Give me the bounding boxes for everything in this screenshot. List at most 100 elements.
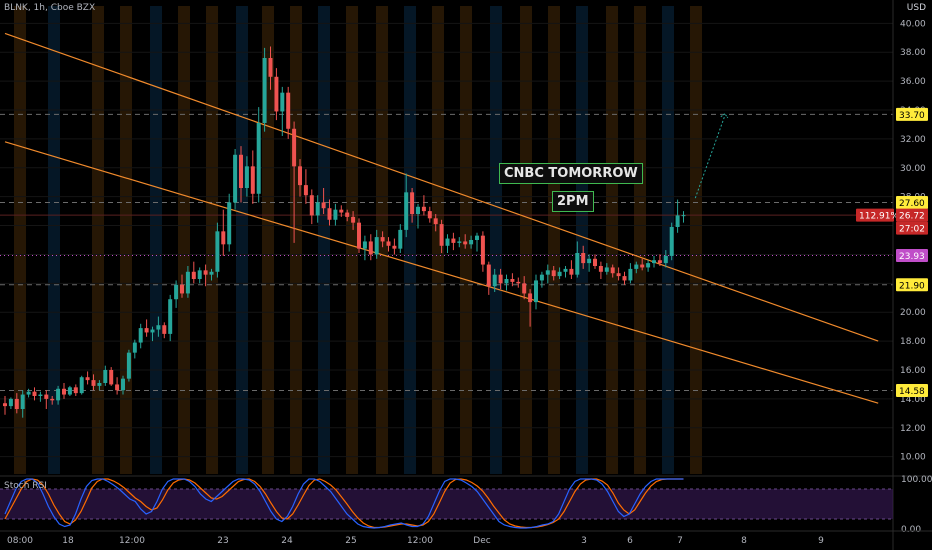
session-band bbox=[92, 6, 104, 474]
candle bbox=[315, 195, 320, 223]
price-tag: 27:02 bbox=[896, 221, 928, 235]
annotation-cnbc[interactable]: CNBC TOMORROW bbox=[499, 163, 643, 184]
price-tag-bg bbox=[896, 221, 928, 235]
candle bbox=[522, 276, 527, 300]
candle-body bbox=[62, 388, 66, 395]
price-tag: 26.72 bbox=[896, 208, 928, 222]
candle bbox=[345, 209, 350, 222]
candle-body bbox=[516, 281, 521, 284]
candle bbox=[292, 121, 297, 243]
price-tick-label: 18.00 bbox=[900, 337, 926, 347]
candle-body bbox=[79, 377, 84, 394]
candle-body bbox=[56, 388, 61, 401]
candle-body bbox=[410, 192, 415, 214]
candle bbox=[132, 339, 137, 359]
candle bbox=[156, 316, 161, 337]
price-tick-label: 12.00 bbox=[900, 424, 926, 434]
candle bbox=[298, 159, 302, 197]
session-band bbox=[404, 6, 416, 474]
candle-body bbox=[439, 224, 444, 246]
candle-body bbox=[616, 273, 621, 277]
candle bbox=[121, 375, 125, 395]
candle bbox=[528, 289, 533, 327]
candle bbox=[410, 188, 415, 223]
candle bbox=[233, 149, 238, 210]
candle bbox=[362, 235, 367, 261]
candle bbox=[368, 234, 373, 261]
candle-body bbox=[480, 235, 485, 265]
candle bbox=[551, 266, 556, 281]
candle-body bbox=[640, 264, 645, 268]
candle-body bbox=[185, 271, 190, 294]
candle bbox=[244, 156, 249, 197]
currency-label[interactable]: USD bbox=[906, 3, 926, 13]
annotation-time[interactable]: 2PM bbox=[552, 191, 594, 212]
price-tick-label: 30.00 bbox=[900, 164, 926, 174]
stoch-k-line bbox=[4, 478, 684, 529]
symbol-label[interactable]: BLNK, 1h, Cboe BZX bbox=[4, 3, 96, 13]
candle bbox=[380, 231, 385, 248]
session-band bbox=[236, 6, 248, 474]
price-tag-label: 33.70 bbox=[899, 111, 925, 121]
candle bbox=[91, 374, 96, 391]
price-tick-label: 10.00 bbox=[900, 453, 926, 463]
candle-body bbox=[138, 328, 143, 343]
candle-body bbox=[73, 387, 78, 394]
candle-body bbox=[8, 398, 13, 407]
candle-body bbox=[522, 283, 527, 294]
candle bbox=[663, 250, 668, 268]
stoch-d-line bbox=[4, 478, 684, 529]
candle bbox=[227, 193, 232, 252]
price-tag-bg bbox=[896, 195, 928, 209]
candle-body bbox=[14, 398, 19, 409]
session-band bbox=[290, 6, 302, 474]
candle bbox=[215, 222, 220, 278]
price-tag-bg bbox=[896, 278, 928, 292]
candle bbox=[640, 258, 645, 271]
time-tick-label: 6 bbox=[627, 536, 633, 546]
time-tick-label: 18 bbox=[62, 536, 74, 546]
price-tag-label: 21.90 bbox=[899, 281, 925, 291]
candle-body bbox=[168, 299, 173, 334]
session-band bbox=[690, 6, 702, 474]
candle-body bbox=[622, 276, 627, 281]
candle bbox=[38, 391, 43, 402]
candle bbox=[646, 260, 651, 272]
candle bbox=[103, 365, 108, 386]
candles bbox=[3, 46, 686, 418]
candle-body bbox=[333, 209, 338, 220]
time-tick-label: 08:00 bbox=[7, 536, 33, 546]
candle-body bbox=[103, 370, 108, 383]
price-tick-label: 16.00 bbox=[900, 366, 926, 376]
indicator-label[interactable]: Stoch RSI bbox=[4, 481, 47, 491]
candle bbox=[634, 261, 639, 274]
projection-line bbox=[694, 113, 729, 199]
candle bbox=[191, 261, 196, 284]
candle-body bbox=[492, 274, 497, 287]
price-tag-bg bbox=[896, 384, 928, 398]
candle bbox=[504, 274, 509, 291]
candle bbox=[598, 261, 603, 279]
candle bbox=[610, 264, 615, 278]
grid-lines bbox=[0, 22, 893, 458]
candle bbox=[268, 46, 273, 90]
candle bbox=[652, 255, 656, 268]
candle bbox=[32, 387, 37, 401]
candle bbox=[162, 322, 167, 339]
projection-line bbox=[694, 115, 726, 199]
candle-body bbox=[469, 240, 474, 245]
price-tag: 23.93 bbox=[896, 248, 928, 262]
candle-body bbox=[445, 238, 450, 246]
price-tick-label: 20.00 bbox=[900, 308, 926, 318]
candle bbox=[439, 219, 444, 253]
price-tag: 21.90 bbox=[896, 278, 928, 292]
candle bbox=[56, 385, 61, 405]
candle bbox=[445, 234, 450, 253]
session-band bbox=[460, 6, 472, 474]
candle bbox=[250, 150, 255, 204]
candle bbox=[569, 260, 574, 279]
candle bbox=[79, 375, 84, 395]
